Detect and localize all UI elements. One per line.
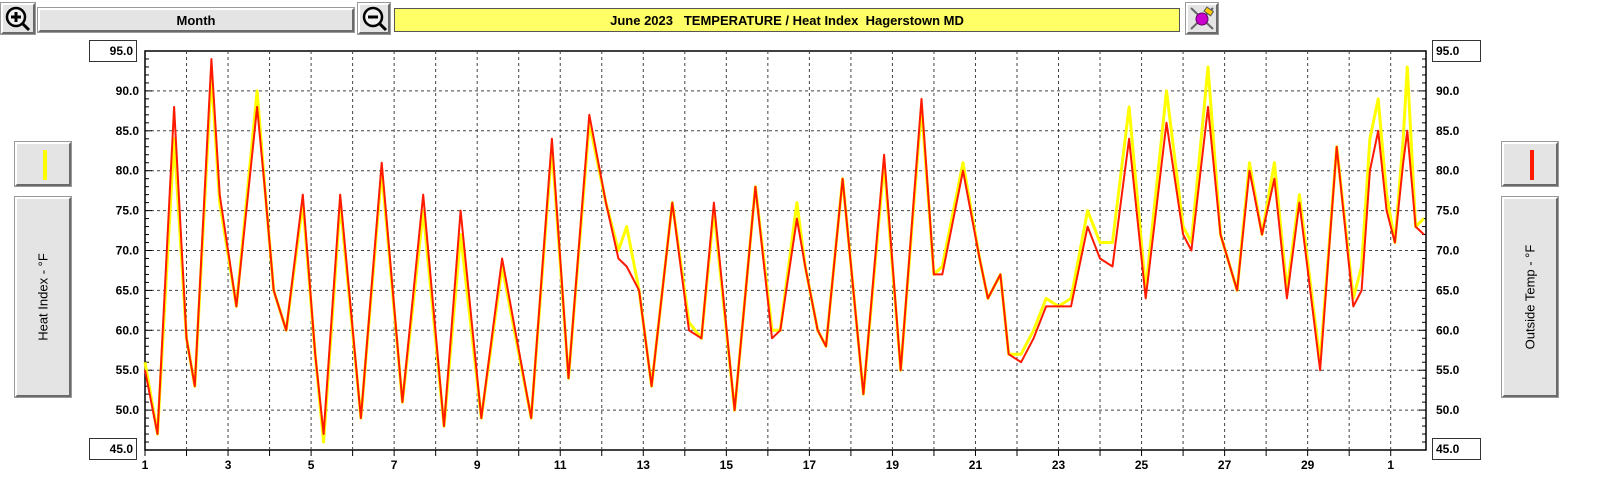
x-tick-label: 3: [225, 458, 232, 472]
y-tick-label-left: 90.0: [116, 84, 140, 98]
right-axis-label-button[interactable]: Outside Temp - °F: [1501, 196, 1559, 398]
y-tick-label-left: 75.0: [116, 204, 140, 218]
x-tick-label: 25: [1135, 458, 1149, 472]
x-tick-label: 17: [803, 458, 817, 472]
zoom-out-icon: [362, 6, 388, 32]
y-tick-label-right: 60.0: [1436, 323, 1460, 337]
x-tick-label: 27: [1218, 458, 1232, 472]
x-tick-label: 19: [886, 458, 900, 472]
y-tick-label-left: 65.0: [116, 283, 140, 297]
zoom-in-button[interactable]: [0, 2, 36, 35]
y-tick-label-right: 90.0: [1436, 84, 1460, 98]
y-tick-label-left: 60.0: [116, 323, 140, 337]
left-axis-min[interactable]: 45.0: [89, 438, 137, 460]
x-tick-label: 15: [720, 458, 734, 472]
x-tick-label: 13: [637, 458, 651, 472]
y-tick-label-right: 55.0: [1436, 363, 1460, 377]
y-tick-label-left: 70.0: [116, 244, 140, 258]
y-tick-label-left: 55.0: [116, 363, 140, 377]
y-tick-label-right: 75.0: [1436, 204, 1460, 218]
x-tick-label: 21: [969, 458, 983, 472]
y-tick-label-left: 50.0: [116, 403, 140, 417]
right-axis-min[interactable]: 45.0: [1432, 438, 1481, 460]
color-picker-icon: [1190, 6, 1215, 30]
y-tick-label-right: 65.0: [1436, 283, 1460, 297]
y-tick-label-right: 80.0: [1436, 164, 1460, 178]
heat-index-legend-button[interactable]: [14, 141, 72, 187]
heat-index-legend-swatch: [43, 150, 47, 180]
y-tick-label-right: 85.0: [1436, 124, 1460, 138]
outside-temp-line: [144, 58, 1425, 435]
left-axis-max[interactable]: 95.0: [89, 40, 137, 62]
x-tick-label: 7: [391, 458, 398, 472]
x-tick-label: 23: [1052, 458, 1066, 472]
x-tick-label: 11: [554, 458, 567, 472]
outside-temp-legend-swatch: [1530, 150, 1534, 180]
left-axis-label-button[interactable]: Heat Index - °F: [14, 196, 72, 398]
period-button[interactable]: Month: [37, 7, 355, 33]
chart-title: June 2023 TEMPERATURE / Heat Index Hager…: [394, 8, 1180, 32]
period-label: Month: [176, 12, 216, 28]
x-tick-label: 5: [308, 458, 315, 472]
y-tick-label-left: 80.0: [116, 164, 140, 178]
x-tick-label: 1: [142, 458, 149, 472]
y-tick-label-right: 70.0: [1436, 244, 1460, 258]
zoom-in-icon: [5, 6, 31, 32]
y-tick-label-left: 85.0: [116, 124, 140, 138]
x-tick-label: 9: [474, 458, 481, 472]
right-axis-max[interactable]: 95.0: [1432, 40, 1481, 62]
outside-temp-legend-button[interactable]: [1501, 141, 1559, 187]
x-tick-label: 29: [1301, 458, 1315, 472]
x-tick-label: 1: [1387, 458, 1394, 472]
print-button[interactable]: [1185, 2, 1219, 35]
zoom-out-button[interactable]: [357, 2, 391, 35]
y-tick-label-right: 50.0: [1436, 403, 1460, 417]
